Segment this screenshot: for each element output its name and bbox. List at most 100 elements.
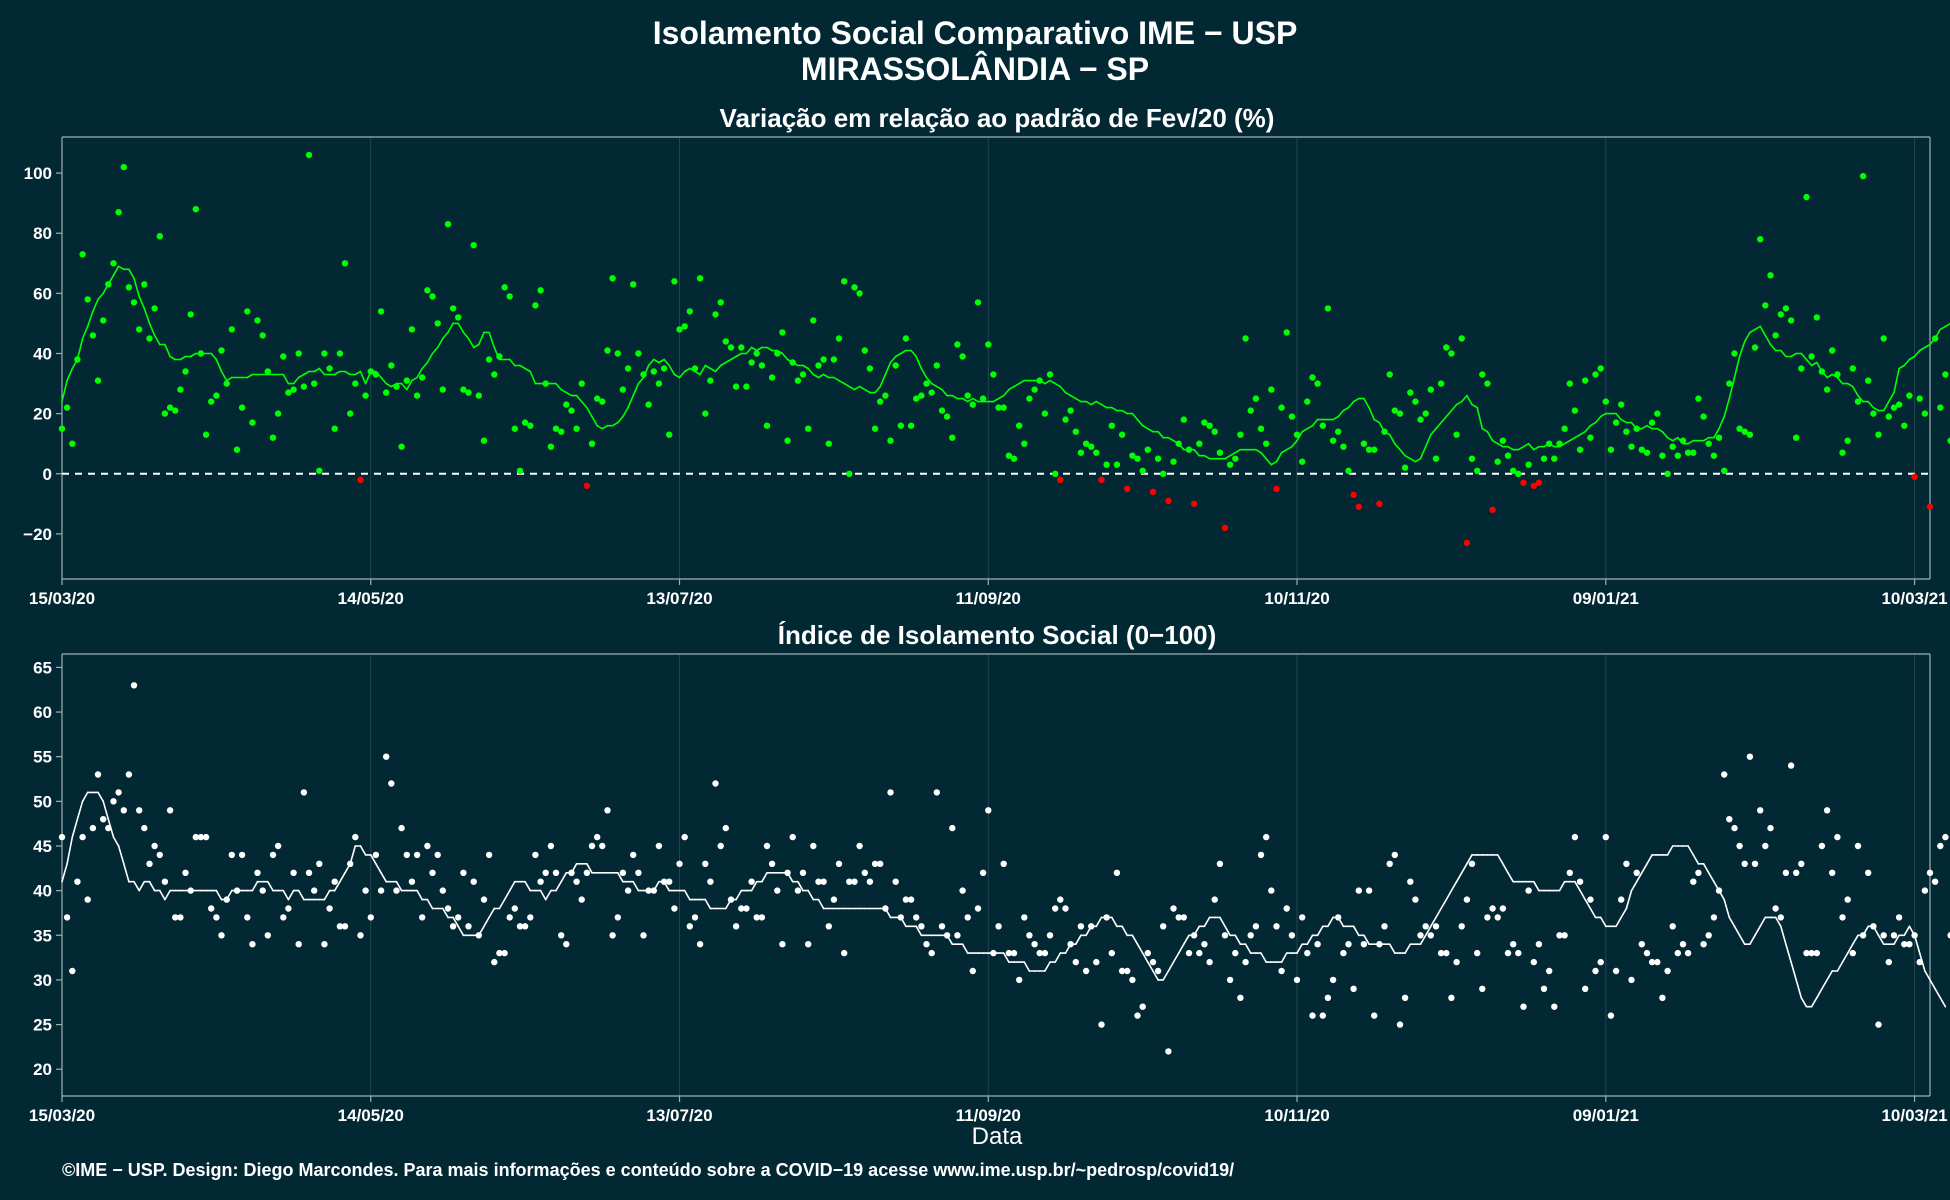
daily-point: [928, 389, 935, 396]
moving-average-segment: [817, 898, 825, 910]
daily-point: [1623, 428, 1630, 435]
moving-average-segment: [1280, 952, 1288, 963]
daily-point: [846, 470, 853, 477]
daily-point: [1643, 949, 1651, 957]
daily-point: [1391, 851, 1399, 859]
moving-average-segment: [138, 880, 146, 892]
daily-point: [1926, 503, 1934, 510]
daily-point: [1252, 395, 1260, 402]
daily-point: [1654, 410, 1661, 417]
daily-point: [1731, 824, 1738, 832]
moving-average-segment: [1018, 379, 1026, 385]
daily-point: [115, 789, 122, 796]
daily-point: [182, 368, 189, 375]
moving-average-segment: [395, 880, 403, 892]
moving-average-segment: [138, 295, 146, 310]
daily-point: [599, 842, 606, 850]
moving-average-segment: [1599, 916, 1607, 928]
daily-point: [1808, 949, 1815, 957]
moving-average-segment: [1430, 916, 1437, 928]
daily-point: [1582, 985, 1589, 992]
daily-point: [264, 932, 271, 939]
daily-point: [815, 362, 822, 369]
daily-point: [1762, 842, 1769, 850]
daily-point: [1360, 941, 1368, 948]
daily-point: [768, 374, 776, 381]
daily-point: [141, 281, 148, 288]
daily-point: [1638, 446, 1646, 453]
moving-average-segment: [1419, 934, 1427, 946]
daily-point: [552, 425, 560, 432]
daily-point: [1721, 771, 1728, 778]
daily-point: [614, 914, 621, 921]
moving-average-segment: [1888, 391, 1895, 403]
daily-point: [1036, 377, 1043, 384]
daily-point: [496, 353, 503, 360]
daily-point: [979, 395, 987, 402]
daily-point: [810, 317, 817, 324]
moving-average-segment: [1183, 934, 1190, 946]
daily-point: [1854, 398, 1862, 405]
moving-average-segment: [215, 889, 223, 901]
daily-point: [1437, 380, 1445, 387]
daily-point: [851, 284, 858, 291]
moving-average-segment: [503, 889, 511, 901]
daily-point: [455, 314, 462, 321]
daily-point: [377, 308, 385, 315]
moving-average-segment: [86, 310, 94, 328]
daily-point: [1530, 482, 1538, 489]
moving-average-segment: [102, 800, 110, 821]
daily-point: [1365, 446, 1373, 453]
moving-average-segment: [683, 889, 691, 901]
daily-point: [671, 278, 678, 285]
moving-average-segment: [1347, 400, 1355, 409]
daily-point: [1016, 422, 1023, 429]
daily-point: [1026, 395, 1033, 402]
daily-point: [1576, 446, 1584, 453]
daily-point: [1365, 887, 1373, 894]
daily-point: [645, 401, 652, 408]
daily-point: [1299, 458, 1306, 465]
daily-point: [331, 425, 338, 432]
moving-average-segment: [925, 376, 933, 385]
moving-average-segment: [586, 862, 593, 874]
daily-point: [460, 869, 467, 876]
moving-average-segment: [1435, 421, 1442, 430]
daily-point: [743, 905, 750, 912]
daily-point: [1916, 395, 1923, 402]
daily-point: [743, 383, 750, 390]
moving-average-segment: [1121, 925, 1128, 937]
daily-point: [1252, 923, 1260, 930]
daily-point: [1525, 461, 1532, 468]
moving-average-segment: [1177, 943, 1185, 954]
daily-point: [1432, 923, 1440, 930]
moving-average-segment: [1718, 415, 1725, 430]
daily-point: [480, 437, 488, 444]
daily-point: [1777, 914, 1785, 921]
daily-point: [228, 851, 235, 859]
daily-point: [738, 344, 745, 351]
moving-average-segment: [1738, 340, 1746, 358]
y-tick-label: 40: [33, 882, 52, 901]
daily-point: [341, 923, 349, 930]
moving-average-segment: [498, 898, 506, 910]
daily-point: [558, 932, 565, 939]
daily-point: [182, 869, 189, 876]
daily-point: [1597, 365, 1604, 372]
daily-point: [1571, 833, 1579, 841]
daily-point: [1335, 428, 1342, 435]
moving-average-segment: [879, 373, 887, 388]
daily-point: [1916, 958, 1923, 966]
daily-point: [933, 362, 940, 369]
footer-credits: ©IME − USP. Design: Diego Marcondes. Par…: [62, 1160, 1234, 1180]
moving-average-segment: [1702, 436, 1710, 442]
moving-average-segment: [472, 343, 480, 349]
x-tick-label: 09/01/21: [1573, 589, 1639, 608]
daily-point: [877, 398, 884, 405]
daily-point: [372, 851, 380, 859]
daily-point: [794, 887, 802, 894]
moving-average-segment: [452, 916, 460, 928]
moving-average-segment: [1774, 916, 1782, 928]
moving-average-segment: [421, 361, 429, 370]
moving-average-segment: [1846, 943, 1854, 954]
